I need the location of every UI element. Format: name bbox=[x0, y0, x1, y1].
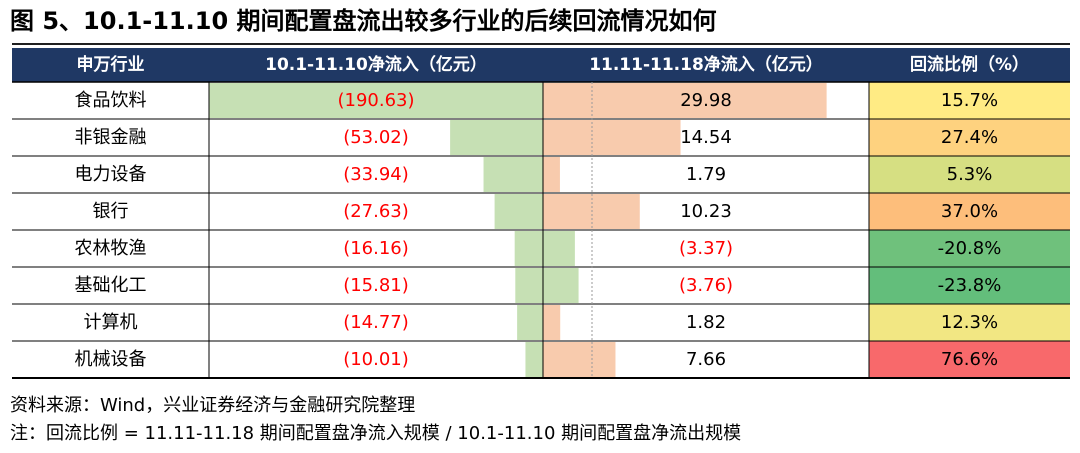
column-header-1: 10.1-11.10净流入（亿元） bbox=[265, 54, 487, 75]
inflow-value: 10.23 bbox=[680, 201, 732, 222]
outflow-value: (15.81) bbox=[343, 275, 409, 296]
outflow-value: (16.16) bbox=[343, 238, 409, 259]
inflow-value: 1.82 bbox=[686, 312, 726, 333]
industry-label: 食品饮料 bbox=[75, 90, 147, 111]
inflow-bar bbox=[543, 268, 579, 303]
industry-label: 银行 bbox=[93, 201, 129, 222]
inflow-bar bbox=[543, 305, 561, 340]
inflow-value: 7.66 bbox=[686, 349, 726, 370]
data-table: 申万行业 10.1-11.10净流入（亿元） 11.11-11.18净流入（亿元） 回… bbox=[12, 48, 1070, 379]
industry-label: 机械设备 bbox=[75, 349, 147, 370]
outflow-value: (53.02) bbox=[343, 127, 409, 148]
industry-label: 电力设备 bbox=[75, 164, 147, 185]
ratio-cell bbox=[869, 193, 1070, 230]
ratio-cell bbox=[869, 119, 1070, 156]
ratio-value: -20.8% bbox=[938, 238, 1002, 259]
inflow-value: 1.79 bbox=[686, 164, 726, 185]
column-header-0: 申万行业 bbox=[77, 54, 145, 75]
ratio-value: -23.8% bbox=[938, 275, 1002, 296]
industry-label: 计算机 bbox=[84, 312, 138, 333]
ratio-value: 76.6% bbox=[941, 349, 998, 370]
figure-title: 图 5、10.1-11.10 期间配置盘流出较多行业的后续回流情况如何 bbox=[10, 7, 717, 35]
outflow-bar bbox=[450, 120, 543, 155]
ratio-value: 15.7% bbox=[941, 90, 998, 111]
ratio-cell bbox=[869, 267, 1070, 304]
inflow-bar bbox=[543, 120, 681, 155]
outflow-bar bbox=[494, 194, 543, 229]
title-rule bbox=[12, 43, 1070, 45]
inflow-value: 29.98 bbox=[680, 90, 732, 111]
ratio-value: 12.3% bbox=[941, 312, 998, 333]
inflow-bar bbox=[543, 83, 827, 118]
outflow-value: (14.77) bbox=[343, 312, 409, 333]
outflow-bar bbox=[483, 157, 543, 192]
ratio-value: 37.0% bbox=[941, 201, 998, 222]
inflow-value: (3.37) bbox=[679, 238, 733, 259]
inflow-value: 14.54 bbox=[680, 127, 732, 148]
inflow-bar bbox=[543, 194, 640, 229]
outflow-value: (190.63) bbox=[337, 90, 414, 111]
outflow-value: (10.01) bbox=[343, 349, 409, 370]
outflow-bar bbox=[515, 268, 543, 303]
ratio-footnote: 注：回流比例 = 11.11-11.18 期间配置盘净流入规模 / 10.1-1… bbox=[10, 423, 742, 444]
industry-label: 农林牧渔 bbox=[75, 238, 147, 259]
outflow-value: (27.63) bbox=[343, 201, 409, 222]
column-header-2: 11.11-11.18净流入（亿元） bbox=[589, 54, 823, 75]
inflow-bar bbox=[543, 157, 560, 192]
outflow-value: (33.94) bbox=[343, 164, 409, 185]
column-header-3: 回流比例（%） bbox=[910, 54, 1029, 75]
ratio-cell bbox=[869, 341, 1070, 378]
inflow-value: (3.76) bbox=[679, 275, 733, 296]
ratio-cell bbox=[869, 82, 1070, 119]
ratio-cell bbox=[869, 230, 1070, 267]
table-header bbox=[12, 48, 1070, 82]
ratio-value: 27.4% bbox=[941, 127, 998, 148]
outflow-bar bbox=[514, 231, 543, 266]
ratio-cell bbox=[869, 304, 1070, 341]
inflow-bar bbox=[543, 342, 616, 377]
ratio-value: 5.3% bbox=[947, 164, 993, 185]
industry-label: 非银金融 bbox=[75, 127, 147, 148]
source-note: 资料来源：Wind，兴业证券经济与金融研究院整理 bbox=[10, 395, 416, 416]
inflow-bar bbox=[543, 231, 575, 266]
ratio-cell bbox=[869, 156, 1070, 193]
outflow-bar bbox=[525, 342, 543, 377]
outflow-bar bbox=[517, 305, 543, 340]
industry-label: 基础化工 bbox=[75, 275, 147, 296]
outflow-bar bbox=[209, 83, 543, 118]
